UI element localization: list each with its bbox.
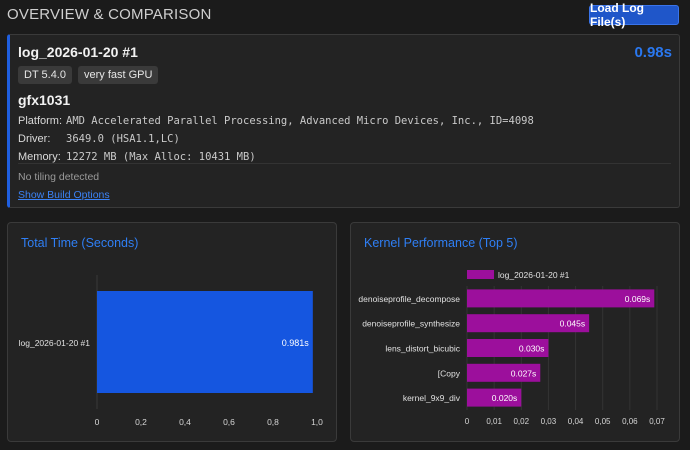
kernel-name-label: denoiseprofile_synthesize bbox=[362, 319, 460, 329]
x-tick-label: 0 bbox=[465, 417, 470, 426]
kernel-name-label: denoiseprofile_decompose bbox=[358, 294, 460, 304]
kernel-chart-title: Kernel Performance (Top 5) bbox=[364, 236, 518, 250]
x-tick-label: 0,07 bbox=[649, 417, 665, 426]
kernel-name-label: [Copy bbox=[438, 368, 461, 378]
x-tick-label: 0,02 bbox=[513, 417, 529, 426]
log-overview-card: log_2026-01-20 #1 0.98s DT 5.4.0 very fa… bbox=[7, 34, 680, 208]
legend-swatch bbox=[467, 270, 494, 279]
x-tick-label: 0,2 bbox=[135, 417, 147, 427]
bar-value-label: 0.027s bbox=[511, 368, 537, 378]
divider bbox=[18, 163, 671, 164]
gpu-speed-badge: very fast GPU bbox=[78, 66, 159, 84]
platform-value: AMD Accelerated Parallel Processing, Adv… bbox=[66, 115, 534, 127]
page-title: OVERVIEW & COMPARISON bbox=[7, 6, 212, 23]
total-time-chart: 0.981s log_2026-01-20 #1 0 0,2 0,4 0,6 0,8 1,0 bbox=[19, 275, 323, 427]
bar-value-label: 0.020s bbox=[492, 393, 518, 403]
kernel-bar bbox=[467, 339, 549, 357]
total-time-panel: Total Time (Seconds) 0.981s log_2026-01-2… bbox=[7, 222, 337, 442]
driver-value: 3649.0 (HSA1.1,LC) bbox=[66, 133, 180, 145]
kernel-name-label: lens_distort_bicubic bbox=[385, 344, 460, 354]
kernel-performance-chart: log_2026-01-20 #1 0 0,01 0,02 0,03 0,04 0,05 0,… bbox=[358, 270, 665, 426]
memory-value: 12272 MB (Max Alloc: 10431 MB) bbox=[66, 151, 256, 163]
kernel-name-label: kernel_9x9_div bbox=[403, 393, 461, 403]
load-log-files-button[interactable]: Load Log File(s) bbox=[589, 1, 679, 29]
total-time-bar bbox=[97, 291, 313, 393]
x-tick-label: 0,03 bbox=[541, 417, 557, 426]
bar-value-label: 0.045s bbox=[560, 319, 586, 329]
platform-label: Platform: bbox=[18, 115, 63, 127]
version-badge: DT 5.4.0 bbox=[18, 66, 72, 84]
x-tick-label: 1,0 bbox=[311, 417, 323, 427]
tiling-status: No tiling detected bbox=[18, 171, 100, 183]
memory-label: Memory: bbox=[18, 151, 61, 163]
kernel-bar bbox=[467, 289, 655, 308]
x-tick-label: 0,06 bbox=[622, 417, 638, 426]
bar-value-label: 0.030s bbox=[519, 344, 545, 354]
show-build-options-link[interactable]: Show Build Options bbox=[18, 189, 110, 201]
kernel-bar bbox=[467, 363, 541, 382]
badge-group: DT 5.4.0 very fast GPU bbox=[18, 66, 159, 84]
total-time-chart-title: Total Time (Seconds) bbox=[21, 236, 139, 250]
x-tick-label: 0,8 bbox=[267, 417, 279, 427]
gpu-name: gfx1031 bbox=[18, 92, 71, 108]
x-tick-label: 0,05 bbox=[595, 417, 611, 426]
x-tick-label: 0,01 bbox=[486, 417, 502, 426]
log-name: log_2026-01-20 #1 bbox=[18, 44, 138, 60]
legend-label: log_2026-01-20 #1 bbox=[498, 270, 570, 280]
bar-value-label: 0.069s bbox=[625, 294, 651, 304]
bar-value-label: 0.981s bbox=[282, 338, 310, 348]
kernel-performance-panel: Kernel Performance (Top 5) log_2026-01-2… bbox=[350, 222, 680, 442]
x-tick-label: 0,04 bbox=[568, 417, 584, 426]
x-tick-label: 0,4 bbox=[179, 417, 191, 427]
driver-label: Driver: bbox=[18, 133, 51, 145]
platform-row: Platform: AMD Accelerated Parallel Proce… bbox=[18, 115, 534, 127]
memory-row: Memory: 12272 MB (Max Alloc: 10431 MB) bbox=[18, 151, 256, 163]
total-time-value: 0.98s bbox=[634, 44, 672, 61]
category-label: log_2026-01-20 #1 bbox=[19, 338, 91, 348]
driver-row: Driver: 3649.0 (HSA1.1,LC) bbox=[18, 133, 180, 145]
x-tick-label: 0,6 bbox=[223, 417, 235, 427]
kernel-bar bbox=[467, 314, 590, 333]
kernel-bar bbox=[467, 388, 522, 407]
x-tick-label: 0 bbox=[95, 417, 100, 427]
